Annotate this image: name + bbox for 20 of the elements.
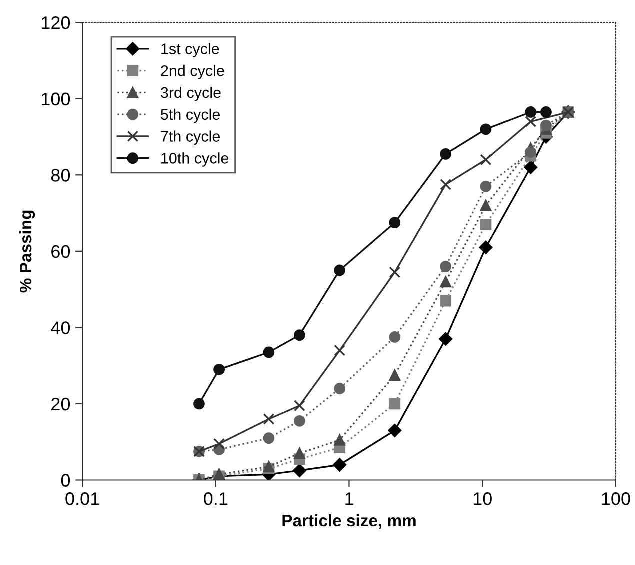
y-tick-label: 60 bbox=[52, 245, 70, 258]
y-tick-label: 120 bbox=[42, 16, 70, 30]
legend-label: 5th cycle bbox=[161, 108, 220, 124]
y-tick-label: 40 bbox=[51, 322, 70, 334]
x-axis-title: Particle size, mm bbox=[282, 514, 416, 530]
x-tick-label: 10 bbox=[474, 492, 492, 506]
x-tick-label: 100 bbox=[602, 492, 630, 506]
legend-label: 2nd cycle bbox=[161, 65, 224, 80]
x-tick-label: 1 bbox=[346, 492, 354, 506]
legend-label: 7th cycle bbox=[161, 130, 220, 145]
y-tick-label: 100 bbox=[42, 92, 70, 106]
legend-label: 1st cycle bbox=[162, 43, 220, 58]
legend-label: 3rd cycle bbox=[160, 86, 221, 102]
legend-label: 10th cycle bbox=[162, 152, 229, 167]
y-axis-title: % Passing bbox=[19, 210, 36, 293]
y-tick-label: 0 bbox=[61, 474, 70, 487]
y-tick-label: 20 bbox=[52, 398, 70, 411]
x-tick-label: 0.01 bbox=[66, 492, 100, 506]
x-tick-label: 0.1 bbox=[204, 492, 228, 506]
y-tick-label: 80 bbox=[51, 169, 70, 182]
